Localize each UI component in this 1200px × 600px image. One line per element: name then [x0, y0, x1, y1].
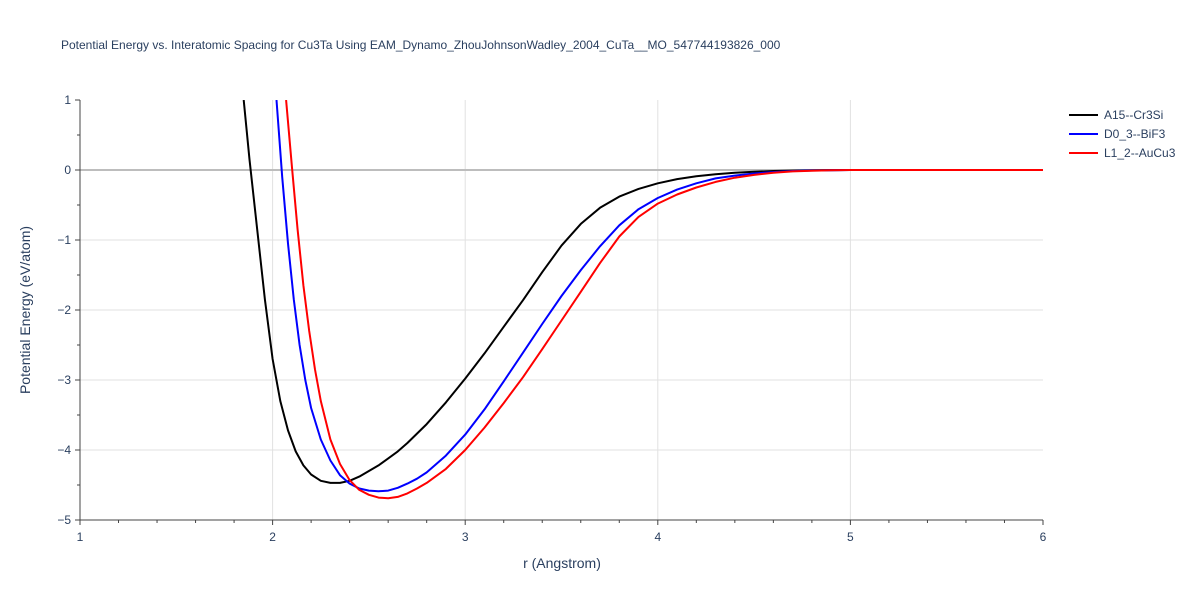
legend-label: D0_3--BiF3: [1104, 127, 1166, 141]
plot-curves: [242, 100, 1043, 500]
legend-label: A15--Cr3Si: [1104, 108, 1163, 122]
x-tick-label: 3: [462, 530, 469, 544]
x-tick-label: 6: [1040, 530, 1047, 544]
x-axis-title: r (Angstrom): [523, 555, 601, 571]
legend[interactable]: A15--Cr3Si D0_3--BiF3 L1_2--AuCu3: [1069, 108, 1176, 160]
x-tick-label: 2: [269, 530, 276, 544]
y-tick-label: 1: [64, 93, 71, 107]
y-tick-label: −3: [57, 373, 71, 387]
legend-label: L1_2--AuCu3: [1104, 146, 1176, 160]
y-tick-label: −4: [57, 443, 71, 457]
x-tick-label: 5: [847, 530, 854, 544]
y-axis-title: Potential Energy (eV/atom): [17, 226, 33, 394]
grid-lines: [80, 100, 1043, 520]
y-tick-label: −5: [57, 513, 71, 527]
x-tick-label: 1: [77, 530, 84, 544]
series-line-2: [285, 100, 1043, 500]
axes: 1 2 3 4 5 6 1 0 −1 −2 −3 −4 −5: [57, 93, 1046, 544]
y-tick-label: 0: [64, 163, 71, 177]
series-line-1: [275, 100, 1043, 493]
chart-title: Potential Energy vs. Interatomic Spacing…: [61, 38, 781, 52]
x-tick-label: 4: [654, 530, 661, 544]
y-tick-label: −2: [57, 303, 71, 317]
series-line-0: [242, 100, 1043, 484]
y-tick-label: −1: [57, 233, 71, 247]
